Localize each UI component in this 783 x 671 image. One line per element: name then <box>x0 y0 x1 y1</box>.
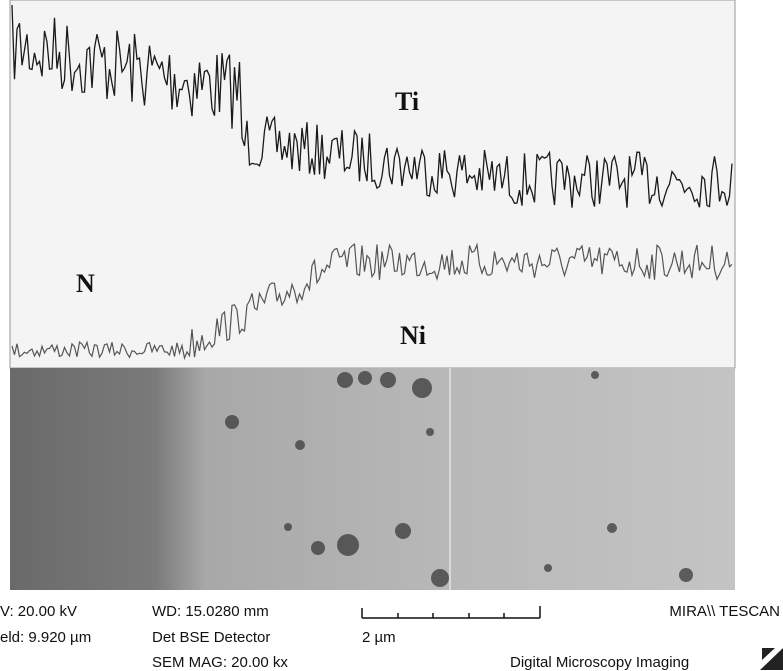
scale-label: 2 µm <box>362 629 396 646</box>
ti-trace <box>11 4 733 208</box>
brand: MIRA\\ TESCAN <box>669 603 780 620</box>
particle <box>337 372 353 388</box>
particle <box>284 523 292 531</box>
particle <box>380 372 396 388</box>
particle <box>225 415 239 429</box>
particle <box>679 568 693 582</box>
particle <box>311 541 325 555</box>
particle <box>337 534 359 556</box>
hv: V: 20.00 kV <box>0 603 77 620</box>
ni-label: Ni <box>400 321 426 350</box>
particle <box>412 378 432 398</box>
particles <box>225 371 693 587</box>
n-label: N <box>76 269 95 298</box>
line-scans <box>11 4 733 361</box>
particle <box>544 564 552 572</box>
particle <box>431 569 449 587</box>
wd: WD: 15.0280 mm <box>152 603 269 620</box>
view-field: eld: 9.920 µm <box>0 629 91 646</box>
sem-image <box>10 368 735 590</box>
scale-bar <box>361 606 541 619</box>
particle <box>395 523 411 539</box>
ti-label: Ti <box>395 87 419 116</box>
particle <box>358 371 372 385</box>
magnification: SEM MAG: 20.00 kx <box>152 654 288 671</box>
particle <box>591 371 599 379</box>
particle <box>295 440 305 450</box>
particle <box>607 523 617 533</box>
profile-area <box>9 0 736 369</box>
particle <box>426 428 434 436</box>
ni-trace <box>11 242 733 361</box>
logo <box>760 648 783 670</box>
detector: Det BSE Detector <box>152 629 270 646</box>
imaging: Digital Microscopy Imaging <box>510 654 689 671</box>
